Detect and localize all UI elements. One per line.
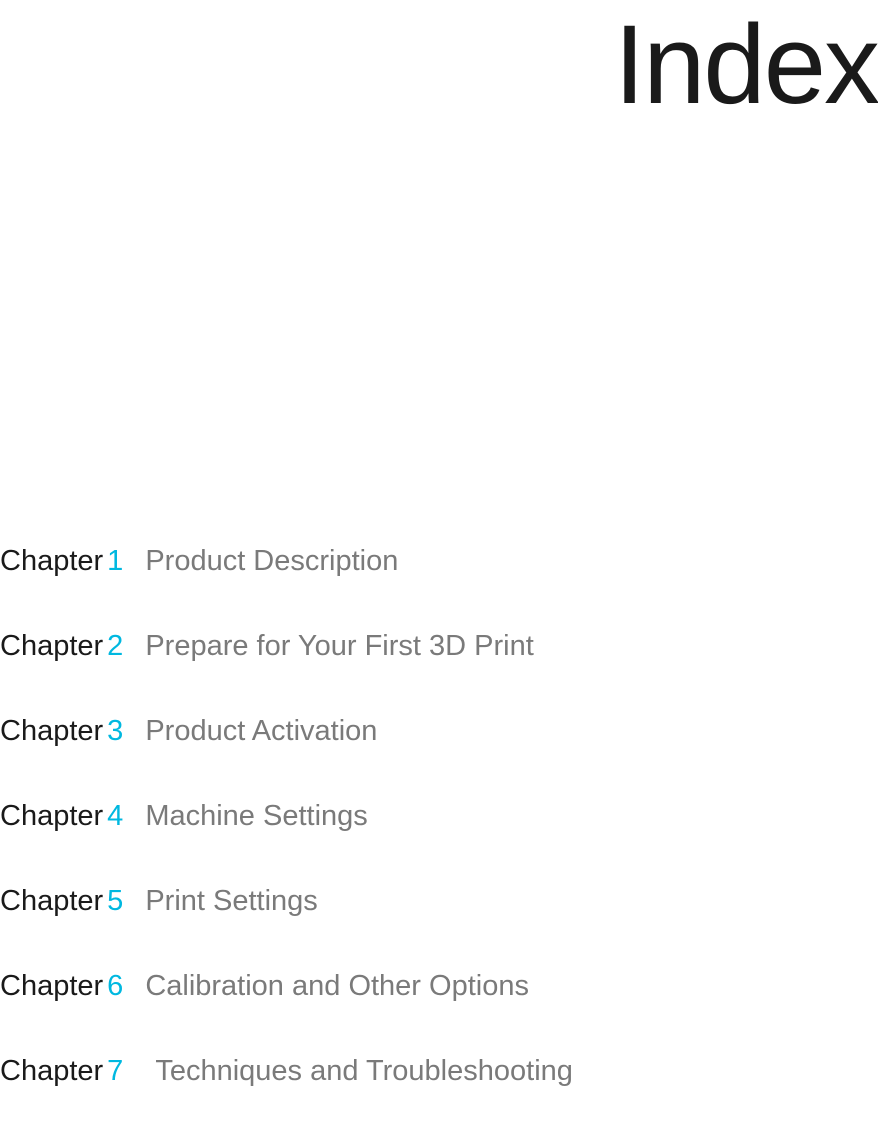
chapter-title: Product Activation [145, 715, 377, 748]
chapter-item: Chapter 2 Prepare for Your First 3D Prin… [0, 630, 878, 663]
chapter-title: Product Description [145, 545, 398, 578]
chapter-item: Chapter 3 Product Activation [0, 715, 878, 748]
chapter-item: Chapter 5 Print Settings [0, 885, 878, 918]
chapter-title: Techniques and Troubleshooting [155, 1055, 573, 1088]
chapter-title: Print Settings [145, 885, 317, 918]
chapter-title: Prepare for Your First 3D Print [145, 630, 533, 663]
chapter-number: 4 [107, 800, 123, 833]
chapter-number: 3 [107, 715, 123, 748]
chapter-title: Calibration and Other Options [145, 970, 529, 1003]
chapter-label: Chapter [0, 630, 103, 663]
chapter-label: Chapter [0, 1055, 103, 1088]
chapter-number: 7 [107, 1055, 123, 1088]
chapter-item: Chapter 7 Techniques and Troubleshooting [0, 1055, 878, 1088]
chapter-title: Machine Settings [145, 800, 367, 833]
chapter-item: Chapter 4 Machine Settings [0, 800, 878, 833]
chapter-item: Chapter 6 Calibration and Other Options [0, 970, 878, 1003]
chapter-number: 6 [107, 970, 123, 1003]
chapter-number: 2 [107, 630, 123, 663]
chapter-label: Chapter [0, 715, 103, 748]
chapter-number: 1 [107, 545, 123, 578]
page-title: Index [614, 0, 878, 129]
chapter-number: 5 [107, 885, 123, 918]
chapter-label: Chapter [0, 970, 103, 1003]
chapter-label: Chapter [0, 885, 103, 918]
chapter-label: Chapter [0, 800, 103, 833]
chapter-item: Chapter 1 Product Description [0, 545, 878, 578]
chapter-list: Chapter 1 Product Description Chapter 2 … [0, 545, 878, 1140]
chapter-label: Chapter [0, 545, 103, 578]
